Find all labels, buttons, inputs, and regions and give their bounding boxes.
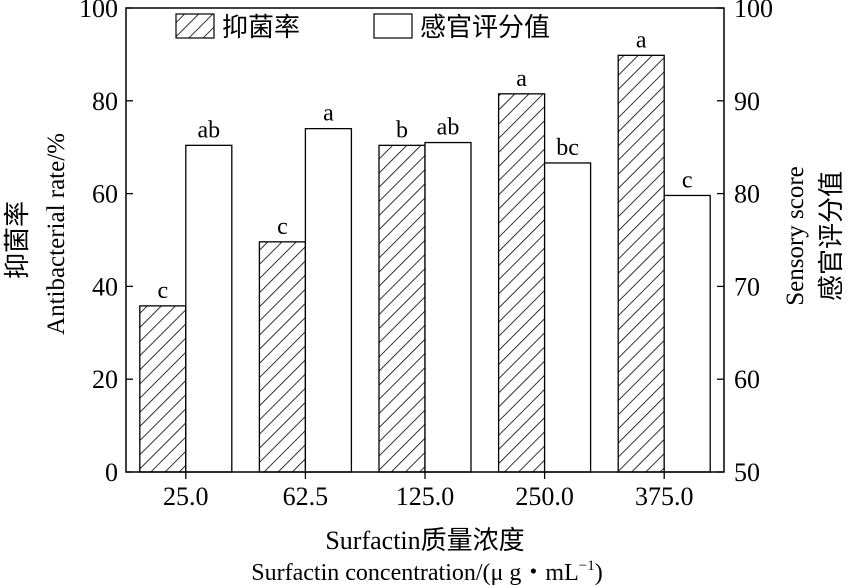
right-tick-label-4: 90	[734, 87, 760, 116]
bar-sensory-4	[663, 194, 711, 473]
letter-sensory-3: bc	[556, 135, 579, 161]
legend-label-sensory: 感官评分值	[420, 13, 550, 42]
left-axis-ticks: 0 20 40 60 80 100	[79, 0, 133, 487]
right-axis-label-en: Sensory score	[782, 166, 809, 306]
right-tick-label-3: 80	[734, 180, 760, 209]
left-tick-label-1: 20	[92, 365, 118, 394]
bar-sensory-2	[424, 141, 472, 473]
bar-sensory-3	[543, 162, 592, 473]
letter-antibacterial-2: b	[396, 117, 408, 143]
letter-sensory-1: a	[323, 101, 334, 127]
letter-antibacterial-1: c	[277, 214, 288, 240]
right-tick-label-2: 70	[734, 272, 760, 301]
x-axis-label-cn: Surfactin质量浓度	[325, 526, 524, 555]
x-axis-label-en-sup: −1	[579, 558, 595, 574]
bar-antibacterial-3	[497, 93, 546, 473]
right-axis-ticks: 50 60 70 80 90 100	[717, 0, 773, 487]
right-tick-label-1: 60	[734, 365, 760, 394]
legend: 抑菌率 感官评分值	[175, 13, 550, 42]
left-axis-label-cn: 抑菌率	[3, 201, 32, 279]
x-axis-ticks: 25.0 62.5 125.0 250.0 375.0	[163, 472, 693, 511]
x-axis-label-en-close: )	[595, 560, 603, 586]
x-tick-label-0: 25.0	[163, 482, 209, 511]
bars-layer	[139, 54, 711, 473]
right-axis-label-cn: 感官评分值	[817, 171, 846, 301]
bar-sensory-0	[185, 144, 233, 473]
letter-sensory-0: ab	[197, 117, 220, 143]
legend-swatch-hatched	[175, 13, 215, 39]
bar-antibacterial-4	[617, 54, 665, 473]
bar-antibacterial-1	[258, 241, 307, 473]
legend-swatch-open	[373, 13, 413, 39]
letter-antibacterial-4: a	[636, 27, 647, 53]
legend-label-antibacterial: 抑菌率	[222, 13, 300, 42]
letter-sensory-2: ab	[437, 115, 460, 141]
left-tick-label-4: 80	[92, 87, 118, 116]
x-tick-label-4: 375.0	[635, 482, 694, 511]
x-tick-label-2: 125.0	[396, 482, 455, 511]
right-tick-label-5: 100	[734, 0, 773, 23]
x-axis-label-en: Surfactin concentration/(μ g・mL−1)	[251, 558, 602, 586]
left-tick-label-2: 40	[92, 272, 118, 301]
right-tick-label-0: 50	[734, 458, 760, 487]
x-tick-label-1: 62.5	[283, 482, 329, 511]
letter-sensory-4: c	[682, 167, 693, 193]
left-tick-label-0: 0	[105, 458, 118, 487]
left-tick-label-3: 60	[92, 180, 118, 209]
left-tick-label-5: 100	[79, 0, 118, 23]
letter-antibacterial-0: c	[157, 278, 168, 304]
bar-antibacterial-0	[139, 305, 187, 473]
bar-antibacterial-2	[378, 144, 426, 473]
bar-sensory-1	[304, 127, 353, 473]
x-tick-label-3: 250.0	[515, 482, 574, 511]
letter-antibacterial-3: a	[516, 66, 527, 92]
left-axis-label-en: Antibacterial rate/%	[43, 133, 70, 335]
x-axis-label-en-main: Surfactin concentration/(μ g・mL	[251, 560, 578, 586]
